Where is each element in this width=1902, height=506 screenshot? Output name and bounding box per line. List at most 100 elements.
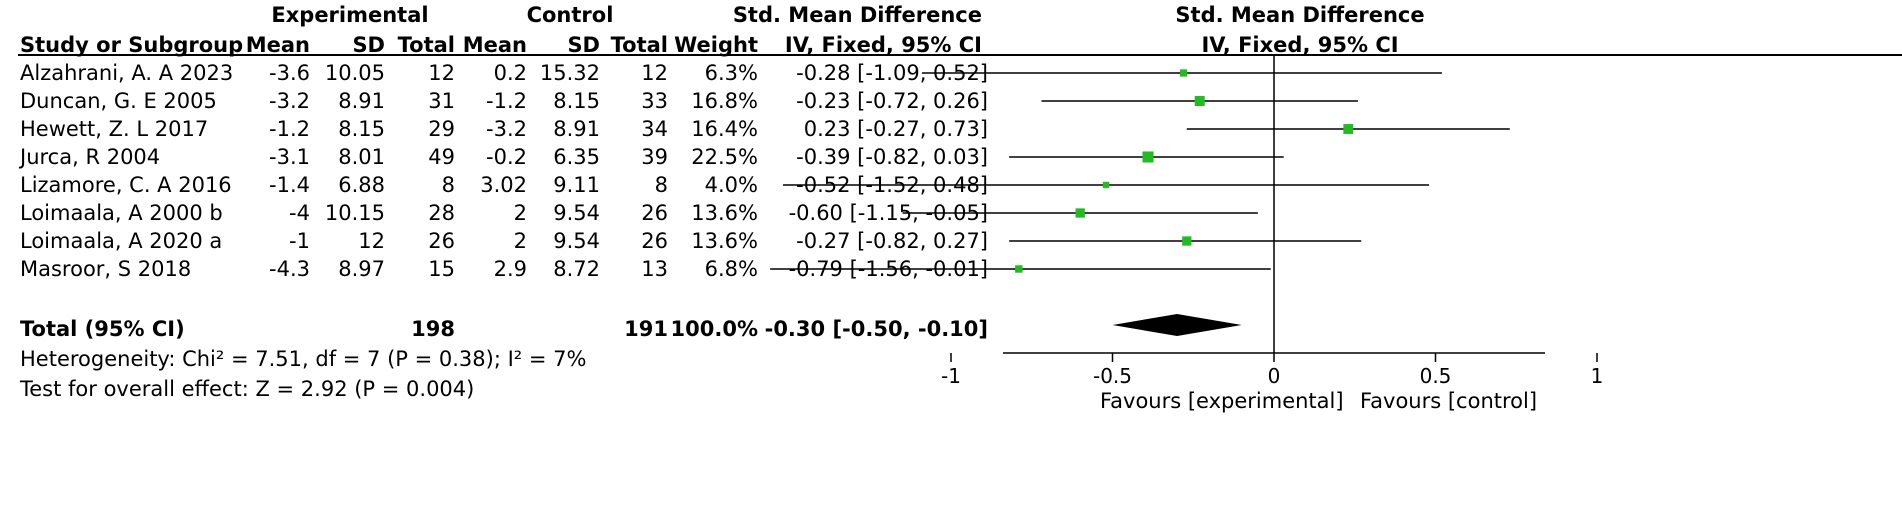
study-marker: [1179, 69, 1188, 77]
row-weight-cell: 22.5%: [691, 145, 758, 169]
total-e-value: 198: [411, 317, 455, 341]
header-divider: [18, 54, 1902, 56]
total-weight-value: 100.0%: [670, 317, 758, 341]
x-axis-tick-label: 1: [1591, 364, 1604, 388]
row-total-c-cell: 33: [641, 89, 668, 113]
row-sd-c-cell: 8.91: [553, 117, 600, 141]
row-mean-c-cell: 2: [513, 201, 527, 225]
ci-column-header: IV, Fixed, 95% CI: [784, 33, 982, 57]
study-column-header: Study or Subgroup: [20, 33, 244, 57]
mean-c-column-header: Mean: [462, 33, 527, 57]
total-c-column-header: Total: [610, 33, 668, 57]
row-mean-c-cell: 2.9: [493, 257, 527, 281]
heterogeneity-text: Heterogeneity: Chi² = 7.51, df = 7 (P = …: [20, 347, 587, 371]
row-sd-e-cell: 8.15: [338, 117, 385, 141]
row-total-c-cell: 26: [641, 201, 668, 225]
control-group-header: Control: [526, 3, 614, 27]
total-label: Total (95% CI): [20, 317, 185, 341]
row-weight-cell: 16.8%: [691, 89, 758, 113]
x-axis-tick-label: -1: [941, 364, 961, 388]
row-ci-cell: -0.39 [-0.82, 0.03]: [796, 145, 988, 169]
row-weight-cell: 4.0%: [704, 173, 758, 197]
mean-e-column-header: Mean: [245, 33, 310, 57]
row-total-e-cell: 49: [428, 145, 455, 169]
row-mean-c-cell: -1.2: [486, 89, 527, 113]
study-marker: [1182, 236, 1192, 246]
weight-column-header: Weight: [674, 33, 758, 57]
row-mean-c-cell: -0.2: [486, 145, 527, 169]
row-sd-c-cell: 9.11: [553, 173, 600, 197]
row-sd-c-cell: 8.15: [553, 89, 600, 113]
study-marker: [1015, 265, 1023, 273]
total-e-column-header: Total: [397, 33, 455, 57]
row-mean-c-cell: -3.2: [486, 117, 527, 141]
row-ci-cell: -0.23 [-0.72, 0.26]: [796, 89, 988, 113]
row-weight-cell: 6.8%: [704, 257, 758, 281]
row-total-c-cell: 8: [654, 173, 668, 197]
row-mean-c-cell: 2: [513, 229, 527, 253]
row-mean-e-cell: -4.3: [269, 257, 310, 281]
row-total-e-cell: 26: [428, 229, 455, 253]
experimental-group-header: Experimental: [271, 3, 429, 27]
row-total-c-cell: 34: [641, 117, 668, 141]
study-marker: [1142, 151, 1154, 163]
favours-left-label: Favours [experimental]: [1100, 389, 1344, 413]
row-sd-c-cell: 6.35: [553, 145, 600, 169]
study-marker: [1102, 181, 1110, 189]
row-total-c-cell: 12: [641, 61, 668, 85]
row-sd-c-cell: 8.72: [553, 257, 600, 281]
row-mean-e-cell: -1: [289, 229, 310, 253]
favours-right-label: Favours [control]: [1360, 389, 1538, 413]
row-study-cell: Alzahrani, A. A 2023: [20, 61, 234, 85]
pooled-diamond: [1112, 314, 1242, 336]
row-sd-c-cell: 15.32: [539, 61, 600, 85]
row-total-e-cell: 28: [428, 201, 455, 225]
row-study-cell: Hewett, Z. L 2017: [20, 117, 209, 141]
row-mean-e-cell: -3.1: [269, 145, 310, 169]
row-sd-e-cell: 8.01: [338, 145, 385, 169]
row-total-c-cell: 26: [641, 229, 668, 253]
row-sd-c-cell: 9.54: [553, 229, 600, 253]
row-total-e-cell: 29: [428, 117, 455, 141]
study-marker: [1194, 96, 1205, 106]
row-study-cell: Jurca, R 2004: [20, 145, 161, 169]
row-study-cell: Duncan, G. E 2005: [20, 89, 217, 113]
plot-title: Std. Mean Difference: [1175, 3, 1425, 27]
row-mean-e-cell: -4: [289, 201, 310, 225]
row-ci-cell: 0.23 [-0.27, 0.73]: [803, 117, 988, 141]
row-sd-e-cell: 8.97: [338, 257, 385, 281]
row-sd-e-cell: 10.05: [324, 61, 385, 85]
row-total-e-cell: 31: [428, 89, 455, 113]
x-axis-tick-label: -0.5: [1093, 364, 1132, 388]
row-sd-e-cell: 12: [358, 229, 385, 253]
sd-c-column-header: SD: [567, 33, 600, 57]
x-axis-tick-label: 0: [1268, 364, 1281, 388]
row-study-cell: Lizamore, C. A 2016: [20, 173, 232, 197]
total-c-value: 191: [624, 317, 668, 341]
row-weight-cell: 16.4%: [691, 117, 758, 141]
row-total-e-cell: 12: [428, 61, 455, 85]
row-mean-e-cell: -3.6: [269, 61, 310, 85]
study-marker: [1075, 208, 1085, 218]
smd-group-header: Std. Mean Difference: [732, 3, 982, 27]
row-total-e-cell: 8: [441, 173, 455, 197]
row-mean-e-cell: -3.2: [269, 89, 310, 113]
row-mean-c-cell: 3.02: [480, 173, 527, 197]
plot-subtitle: IV, Fixed, 95% CI: [1201, 33, 1399, 57]
x-axis-tick-label: 0.5: [1420, 364, 1452, 388]
row-weight-cell: 13.6%: [691, 201, 758, 225]
row-mean-e-cell: -1.2: [269, 117, 310, 141]
overall-effect-text: Test for overall effect: Z = 2.92 (P = 0…: [20, 377, 475, 401]
row-mean-c-cell: 0.2: [493, 61, 527, 85]
study-marker: [1343, 124, 1354, 134]
row-study-cell: Masroor, S 2018: [20, 257, 192, 281]
row-mean-e-cell: -1.4: [269, 173, 310, 197]
row-sd-c-cell: 9.54: [553, 201, 600, 225]
row-total-c-cell: 13: [641, 257, 668, 281]
row-study-cell: Loimaala, A 2020 a: [20, 229, 223, 253]
row-ci-cell: -0.27 [-0.82, 0.27]: [796, 229, 988, 253]
row-sd-e-cell: 6.88: [338, 173, 385, 197]
row-sd-e-cell: 10.15: [324, 201, 385, 225]
row-weight-cell: 13.6%: [691, 229, 758, 253]
